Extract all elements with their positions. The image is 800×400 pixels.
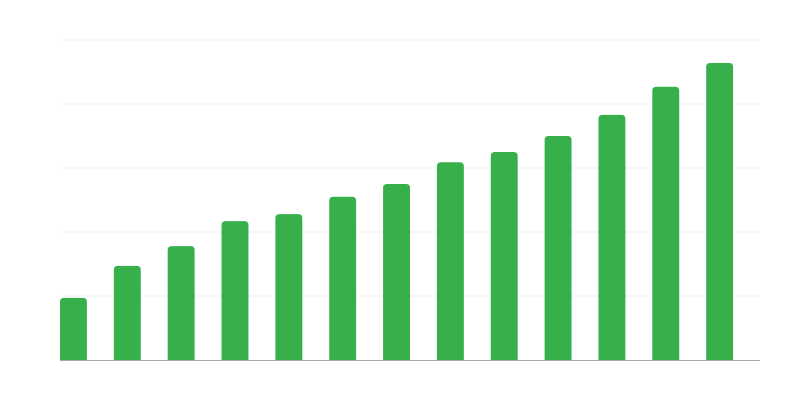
bar [167, 246, 195, 360]
bar [275, 214, 303, 360]
bar [60, 297, 87, 360]
bar [436, 162, 464, 360]
bar [383, 184, 410, 360]
gridlines [60, 39, 760, 297]
bar [652, 86, 680, 360]
bar [490, 152, 518, 360]
bar [544, 136, 572, 360]
bar [221, 221, 249, 360]
bar [598, 114, 626, 360]
bars [60, 63, 734, 360]
bar [706, 63, 734, 360]
bar [329, 196, 357, 360]
bar [113, 265, 141, 360]
